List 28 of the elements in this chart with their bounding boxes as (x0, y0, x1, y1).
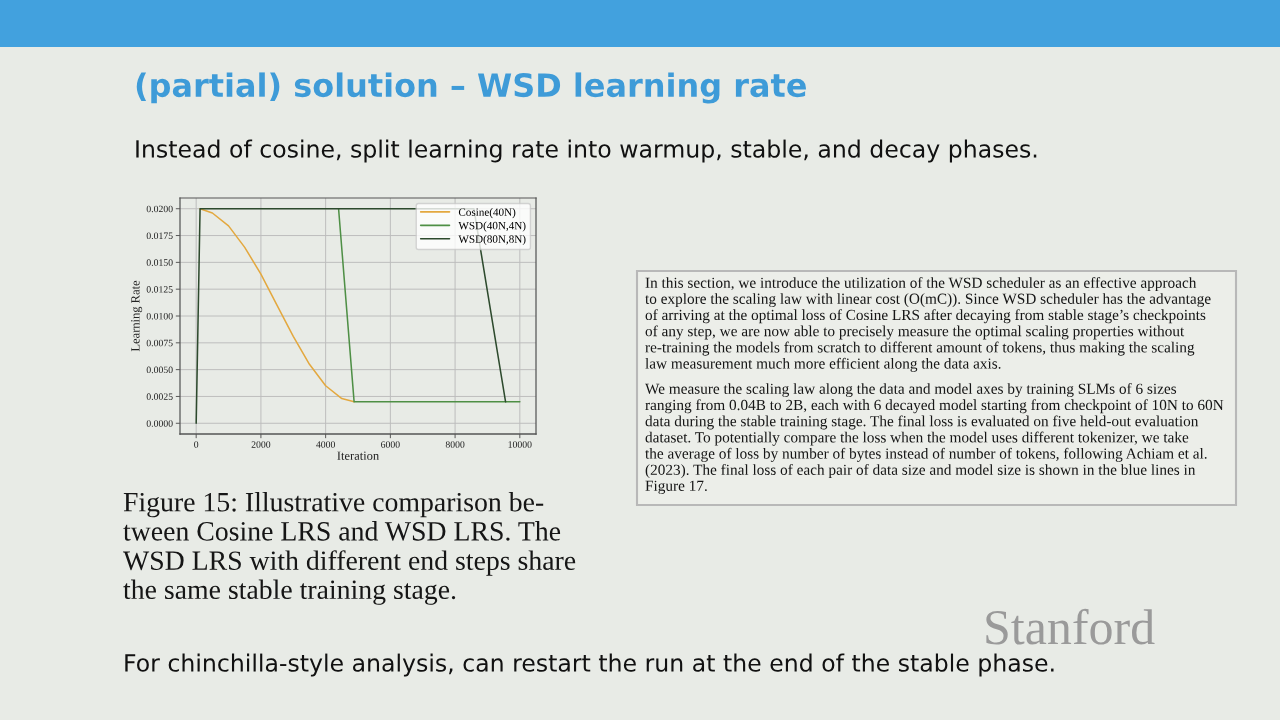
y-tick-label: 0.0125 (146, 286, 173, 293)
caption: Figure 15: Illustrative comparison be- tween Cosine LRS and WSD LRS. The WSD LRS with different end steps share the same stable training stage. (123, 492, 576, 605)
y-tick-label: 0.0025 (146, 393, 173, 400)
text: We measure the scaling law along the data and model axes by training SLMs of 6 sizes ranging from 0.04B to 2B, each with 6 decayed model starting from checkpoint of 10N to 60N data during the stable training stage. The final loss is evaluated on five held-out evaluation dataset. To potentially compare the loss when the model uses different tokenizer, we take the average of loss by number of bytes instead of number of tokens, following Achiam et al. (2023). The final loss of each pair of data size and model size is shown in the blue lines in Figure 17. (645, 383, 1224, 495)
legend-label: Cosine(40N) (458, 208, 516, 219)
text: In this section, we introduce the utilization of the WSD scheduler as an effective approach to explore the scaling law with linear cost (O(mC)). Since WSD scheduler has the advantage of arriving at the optimal loss of Cosine LRS after decaying from stable stage’s checkpoints of any step, we are now able to precisely measure the optimal scaling properties without re-training the models from scratch to different amount of tokens, thus making the scaling law measurement much more efficient along the data axis. (645, 277, 1211, 372)
x-tick-label: 8000 (445, 441, 465, 448)
y-tick-label: 0.0050 (146, 366, 173, 374)
y-tick-label: 0.0150 (146, 259, 173, 266)
x-tick-label: 0 (194, 441, 199, 448)
y-axis-title: Learning Rate (131, 280, 143, 352)
legend-label: WSD(80N,8N) (458, 235, 526, 246)
legend-label: WSD(40N,4N) (458, 221, 526, 232)
x-tick-label: 10000 (508, 441, 532, 448)
text: For chinchilla-style analysis, can restart the run at the end of the stable phase. (125, 653, 1054, 677)
text: Stanford (986, 608, 1155, 645)
y-tick-label: 0.0100 (146, 312, 173, 320)
x-tick-label: 6000 (381, 441, 400, 448)
y-tick-label: 0.0175 (146, 232, 173, 240)
y-tick-label: 0.0200 (146, 205, 173, 213)
x-axis-title: Iteration (337, 451, 379, 460)
line-series (199, 207, 355, 403)
chart-title: (partial) solution – WSD learning rate (136, 72, 806, 104)
y-tick-label: 0.0000 (146, 420, 173, 427)
x-tick-label: 2000 (251, 441, 271, 448)
x-tick-label: 4000 (316, 441, 335, 448)
text: Instead of cosine, split learning rate into warmup, stable, and decay phases. (136, 139, 1037, 163)
y-tick-label: 0.0075 (146, 339, 173, 347)
